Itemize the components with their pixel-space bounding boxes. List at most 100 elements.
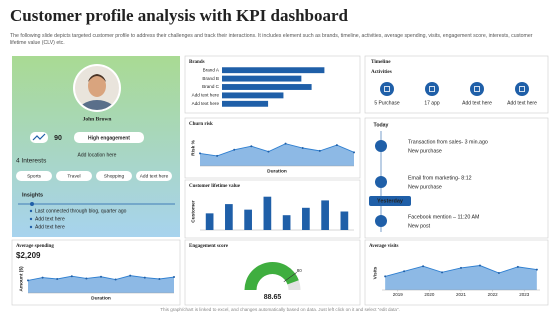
x-tick-label: 2020: [424, 292, 435, 297]
divider: Yesterday: [377, 198, 404, 204]
bar: [302, 207, 310, 230]
point: [318, 149, 321, 152]
point: [335, 144, 338, 147]
category-label: Brand B: [202, 76, 219, 81]
bar: [222, 75, 302, 82]
activity-icon: [470, 82, 484, 96]
score: 90: [54, 135, 62, 142]
insight-dot: [30, 202, 34, 206]
bullet: [29, 217, 33, 221]
activity-label: Add text here: [507, 100, 537, 106]
activity-glyph: [429, 86, 435, 92]
insights-title: Insights: [22, 192, 43, 198]
chart-title: Average visits: [369, 244, 399, 249]
point: [158, 278, 161, 280]
event-detail: New purchase: [408, 184, 442, 190]
gauge-fill: [244, 262, 299, 290]
event-title: Facebook mention – 11:20 AM: [408, 214, 479, 220]
score-pill: [74, 132, 144, 143]
bar: [263, 196, 272, 230]
event-icon: [375, 176, 387, 188]
point: [441, 271, 444, 274]
x-tick-label: 2019: [393, 292, 404, 297]
location: Add location here: [78, 152, 117, 158]
bar: [205, 213, 214, 230]
bullet: [29, 209, 33, 213]
bar: [225, 204, 233, 230]
gauge-value: 88.65: [264, 294, 282, 301]
point: [353, 151, 355, 154]
bar: [321, 200, 329, 230]
today-title: Today: [374, 122, 389, 128]
footer: This graph/chart is linked to excel, and…: [160, 307, 400, 312]
interest: Shopping: [104, 173, 125, 179]
event-title: Transaction from sales- 3 min.ago: [408, 139, 488, 145]
x-tick-label: 2021: [456, 292, 467, 297]
bullet: [29, 225, 33, 229]
point: [143, 276, 146, 279]
activity-glyph: [474, 86, 480, 92]
point: [100, 275, 102, 278]
x-label: Duration: [267, 168, 287, 174]
chart-title: Engagement score: [189, 244, 229, 249]
photo: [75, 66, 119, 110]
timeline-title: Timeline: [371, 59, 391, 65]
point: [233, 148, 236, 151]
timeline-subtitle: Activities: [371, 69, 392, 75]
point: [403, 270, 406, 273]
divider-pill: [369, 196, 411, 206]
point: [301, 147, 304, 149]
chart-title: Average spending: [16, 244, 54, 249]
point: [27, 279, 29, 282]
bar: [222, 100, 269, 107]
today-panel: [364, 117, 549, 239]
activity-label: 5 Purchase: [374, 100, 400, 106]
area-fill: [385, 265, 537, 290]
activity-icon: [380, 82, 394, 96]
x-label: Duration: [91, 295, 111, 301]
interest: Sports: [27, 173, 41, 179]
x-tick-label: 2023: [519, 292, 530, 297]
y-label: Risk %: [190, 139, 196, 155]
chart-subtitle: $2,209: [16, 251, 41, 260]
point: [516, 265, 519, 268]
point: [384, 275, 387, 278]
point: [199, 152, 201, 155]
point: [422, 265, 425, 268]
page-subtitle: The following slide depicts targeted cus…: [10, 33, 533, 46]
interest-pill: [16, 171, 52, 181]
interests-title: 4 Interests: [16, 158, 47, 165]
category-label: Brand C: [202, 84, 220, 89]
point: [85, 277, 88, 280]
event-detail: New post: [408, 223, 431, 229]
point: [497, 272, 500, 274]
insight: Last connected through blog, quarter ago: [35, 208, 127, 214]
activity-glyph: [519, 86, 525, 92]
bar: [222, 67, 325, 74]
category-label: Brand A: [203, 67, 220, 72]
point: [284, 142, 287, 145]
category-label: Add text here: [192, 93, 220, 98]
point: [114, 278, 117, 281]
gauge-marker: [283, 272, 297, 283]
category-label: Add text here: [192, 101, 220, 106]
interest-pill: [56, 171, 92, 181]
score-icon: [32, 133, 46, 141]
bar: [340, 211, 349, 230]
point: [535, 268, 538, 271]
event-detail: New purchase: [408, 148, 442, 154]
y-label: Amount ($): [18, 266, 24, 292]
point: [267, 150, 270, 153]
bar: [222, 84, 312, 90]
bar: [222, 92, 284, 99]
gauge-marker-label: 80: [297, 268, 303, 273]
y-label: Customer: [190, 200, 196, 223]
profile-name: John Brown: [83, 116, 112, 122]
insight: Add text here: [35, 216, 65, 222]
point: [216, 154, 219, 157]
chart-panel: [184, 179, 361, 239]
activity-icon: [515, 82, 529, 96]
activity-icon: [425, 82, 439, 96]
